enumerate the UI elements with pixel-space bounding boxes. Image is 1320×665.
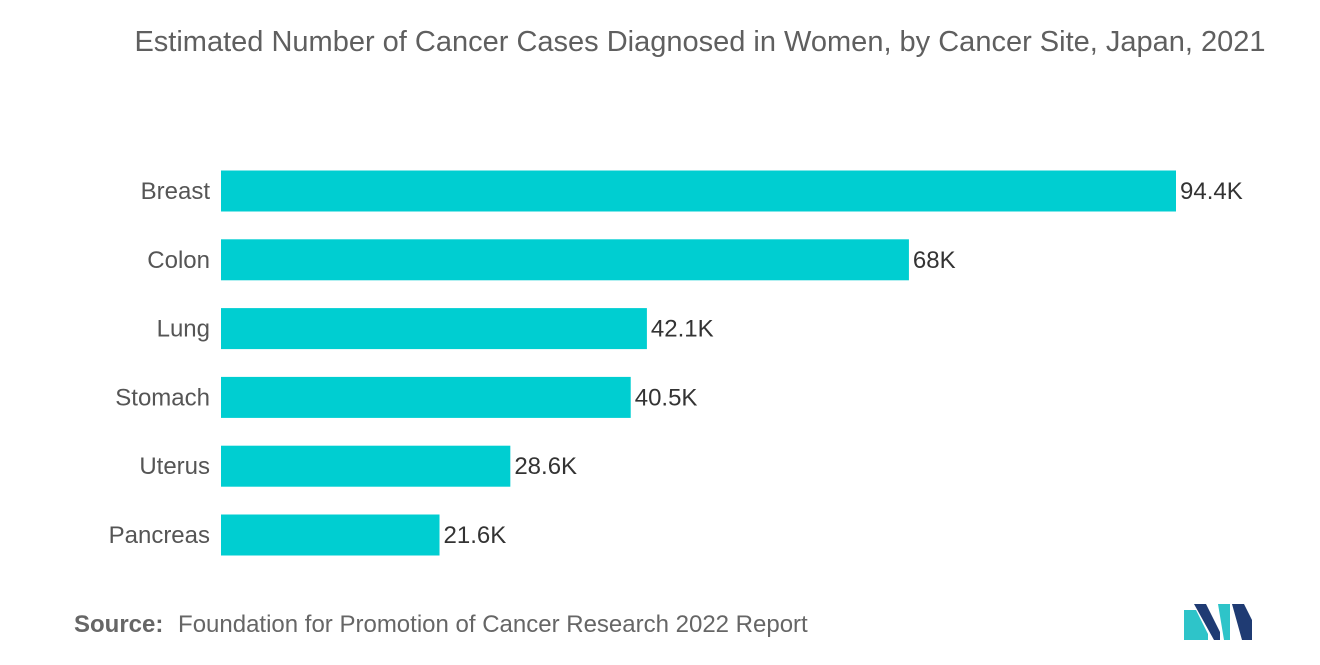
value-label-uterus: 28.6K <box>514 453 577 480</box>
category-label-stomach: Stomach <box>115 384 210 411</box>
mordor-intelligence-logo-icon <box>1184 604 1252 640</box>
category-label-lung: Lung <box>157 316 210 343</box>
bar-stomach <box>221 376 631 418</box>
value-label-colon: 68K <box>913 247 956 274</box>
value-label-lung: 42.1K <box>651 316 714 343</box>
bar-colon <box>221 239 909 281</box>
bar-breast <box>221 170 1176 212</box>
category-label-colon: Colon <box>147 247 210 274</box>
category-label-pancreas: Pancreas <box>109 522 210 549</box>
value-label-pancreas: 21.6K <box>444 522 507 549</box>
category-label-breast: Breast <box>141 178 211 205</box>
value-label-breast: 94.4K <box>1180 178 1243 205</box>
bar-chart: Breast 94.4K Colon 68K Lung 42.1K Stomach 40.5K… <box>109 170 1243 556</box>
source-text: Foundation for Promotion of Cancer Resea… <box>178 611 808 638</box>
source-label: Source: <box>74 611 164 638</box>
category-label-uterus: Uterus <box>139 453 210 480</box>
chart-title: Estimated Number of Cancer Cases Diagnos… <box>134 26 1266 58</box>
bar-pancreas <box>221 514 440 556</box>
value-label-stomach: 40.5K <box>635 384 698 411</box>
bar-lung <box>221 308 647 350</box>
source-note: Source: Foundation for Promotion of Canc… <box>74 611 808 639</box>
bar-uterus <box>221 445 511 487</box>
